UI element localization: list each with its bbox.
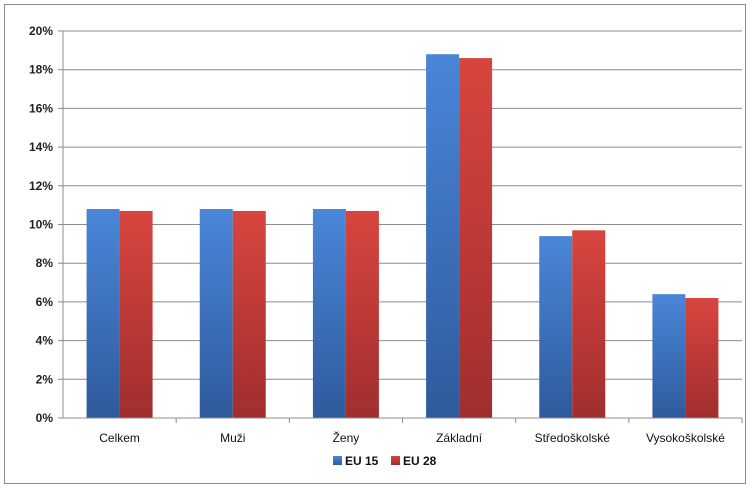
y-tick-label: 4% [36,334,54,348]
legend: EU 15 EU 28 [333,454,437,468]
gridlines [63,30,742,380]
bar-eu-15 [86,209,120,418]
y-axis-ticks: 0% 2% 4% 6% 8% 10% 12% 14% 16% 18% 20% [29,24,63,425]
y-tick-label: 20% [29,24,53,38]
x-category-label: Ženy [333,430,360,445]
bar-eu-15 [652,294,686,418]
y-tick-label: 8% [36,256,54,270]
legend-swatch-eu-28 [391,456,400,465]
y-tick-label: 6% [36,295,54,309]
x-category-label: Středoškolské [535,431,611,445]
y-tick-label: 12% [29,179,53,193]
legend-swatch-eu-15 [333,456,342,465]
bar-eu-28 [685,298,719,418]
y-tick-label: 16% [29,101,53,115]
bar-eu-15 [426,54,460,418]
legend-label: EU 15 [345,454,379,468]
bar-eu-28 [345,210,379,418]
legend-label: EU 28 [403,454,437,468]
bar-eu-28 [232,210,266,418]
x-category-label: Muži [220,431,245,445]
bar-eu-28 [572,230,606,418]
bar-eu-28 [459,58,493,419]
bar-eu-15 [199,209,233,418]
x-axis-labels: Celkem Muži Ženy Základní Středoškolské Vysok… [99,418,743,445]
bar-eu-15 [539,236,573,418]
bars [86,54,719,419]
bar-eu-15 [312,209,346,418]
y-tick-label: 18% [29,63,53,77]
y-tick-label: 14% [29,140,53,154]
x-category-label: Vysokoškolské [646,431,725,445]
bar-eu-28 [119,210,153,418]
y-tick-label: 2% [36,372,54,386]
x-category-label: Celkem [99,431,140,445]
y-tick-label: 0% [36,411,54,425]
y-tick-label: 10% [29,218,53,232]
x-category-label: Základní [436,431,483,445]
